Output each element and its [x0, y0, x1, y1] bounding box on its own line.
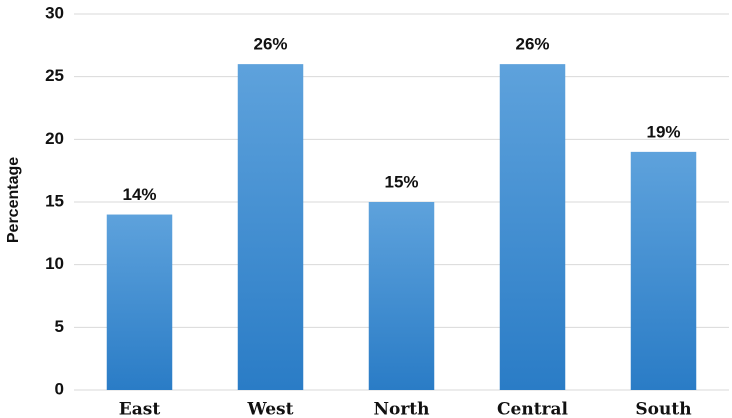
y-tick-label: 20 [45, 129, 64, 148]
bar [106, 214, 173, 390]
y-tick-label: 0 [55, 379, 64, 398]
y-tick-label: 10 [45, 254, 64, 273]
y-tick-label: 5 [55, 317, 64, 336]
bar [499, 64, 566, 390]
value-label: 19% [646, 122, 680, 141]
y-tick-label: 25 [45, 66, 64, 85]
value-label: 15% [384, 172, 418, 191]
x-tick-label: South [635, 400, 691, 418]
y-tick-label: 30 [45, 3, 64, 22]
x-tick-label: North [373, 400, 429, 418]
x-tick-label: Central [497, 400, 569, 418]
value-label: 14% [122, 185, 156, 204]
x-tick-label: East [119, 400, 161, 418]
bar [237, 64, 304, 390]
bar [368, 202, 435, 390]
y-tick-label: 15 [45, 191, 64, 210]
value-label: 26% [253, 35, 287, 54]
value-label: 26% [515, 35, 549, 54]
y-axis-label: Percentage [5, 157, 22, 243]
bar [630, 151, 697, 390]
x-tick-label: West [247, 400, 294, 418]
